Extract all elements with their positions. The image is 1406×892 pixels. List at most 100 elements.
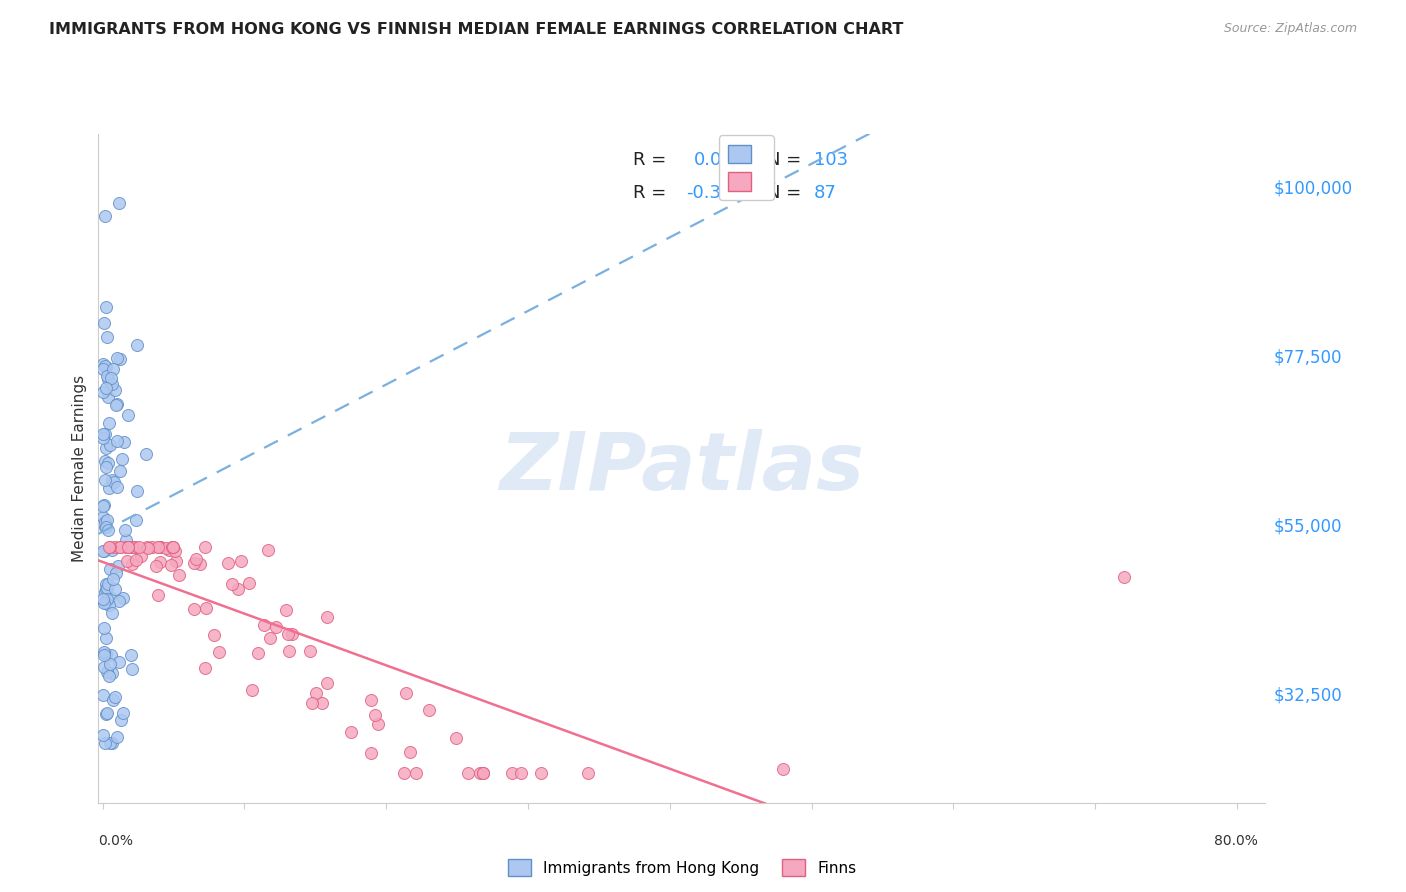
Point [93,688,115,702]
Point [315,610,337,624]
Point [117,554,139,568]
Point [194,661,217,675]
Point [98,657,121,672]
Text: R =: R = [633,184,666,202]
Point [94,474,117,488]
Point [104,690,127,704]
Point [96,456,118,470]
Point [93,544,115,558]
Point [165,553,187,567]
Point [149,540,172,554]
Point [96,591,118,606]
Point [93,498,115,512]
Point [277,627,299,641]
Text: ZIPatlas: ZIPatlas [499,429,865,508]
Point [101,473,124,487]
Point [146,540,169,554]
Point [103,475,125,489]
Point [101,572,124,586]
Point [96,577,118,591]
Point [111,706,134,720]
Point [125,553,148,567]
Point [97,390,120,404]
Point [96,368,118,383]
Point [98,598,121,612]
Point [472,765,495,780]
Point [104,540,127,554]
Point [103,693,125,707]
Point [98,736,121,750]
Point [98,416,121,430]
Point [96,582,118,596]
Point [238,576,260,591]
Point [96,706,118,720]
Point [360,746,382,760]
Point [93,316,115,330]
Point [125,513,148,527]
Point [501,765,523,780]
Point [135,447,157,461]
Point [100,666,122,681]
Point [471,765,494,780]
Point [274,603,297,617]
Text: 87: 87 [814,184,837,202]
Point [186,552,208,566]
Point [392,765,415,780]
Point [256,542,278,557]
Point [418,703,440,717]
Point [96,381,118,395]
Point [94,582,117,597]
Y-axis label: Median Female Earnings: Median Female Earnings [72,375,87,562]
Point [136,541,159,556]
Point [101,376,124,391]
Text: 0.036: 0.036 [693,151,745,169]
Point [264,620,287,634]
Point [162,540,184,554]
Point [91,543,114,558]
Point [94,460,117,475]
Point [121,662,143,676]
Point [96,647,118,661]
Point [399,745,422,759]
Point [94,520,117,534]
Point [124,540,146,554]
Point [96,665,118,679]
Point [280,627,302,641]
Point [108,594,131,608]
Point [93,359,115,373]
Point [155,541,177,555]
Point [305,685,328,699]
Point [104,384,127,398]
Point [96,513,118,527]
Point [96,330,118,344]
Point [93,585,115,599]
Point [94,706,117,721]
Text: IMMIGRANTS FROM HONG KONG VS FINNISH MEDIAN FEMALE EARNINGS CORRELATION CHART: IMMIGRANTS FROM HONG KONG VS FINNISH MED… [49,22,904,37]
Point [340,724,363,739]
Point [112,435,135,450]
Point [94,596,117,610]
Point [146,588,169,602]
Point [104,566,127,580]
Point [117,540,139,554]
Point [193,540,215,554]
Point [94,359,117,374]
Point [105,480,128,494]
Point [127,338,149,352]
Point [162,540,184,554]
Point [91,510,114,524]
Point [117,540,139,554]
Point [120,648,142,662]
Point [128,540,150,554]
Point [231,554,253,568]
Point [96,300,118,314]
Point [96,632,118,646]
Point [149,540,172,554]
Point [367,717,389,731]
Point [114,523,136,537]
Point [121,540,143,554]
Point [97,523,120,537]
Point [208,645,231,659]
Text: Source: ZipAtlas.com: Source: ZipAtlas.com [1223,22,1357,36]
Point [253,617,276,632]
